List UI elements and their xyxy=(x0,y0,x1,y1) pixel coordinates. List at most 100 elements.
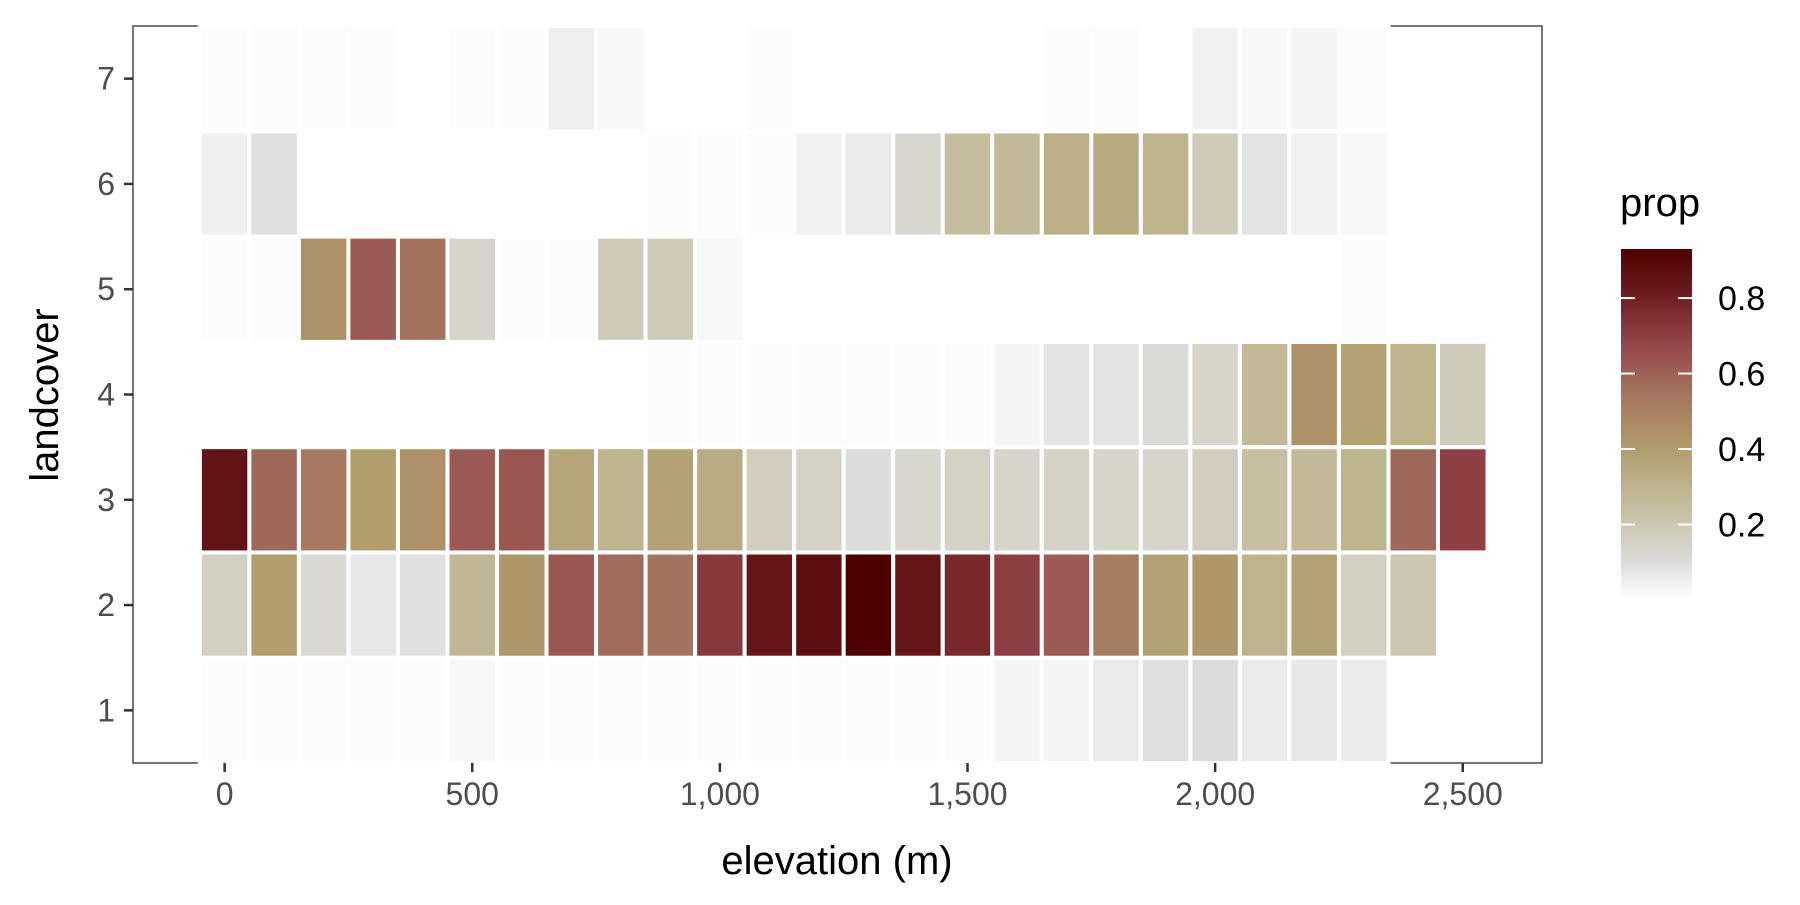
legend-colorbar xyxy=(1621,249,1692,600)
heatmap-cell xyxy=(1336,234,1391,344)
heatmap-cell xyxy=(495,24,549,134)
heatmap-cell xyxy=(395,655,450,766)
heatmap-cell xyxy=(346,550,400,660)
heatmap-cell xyxy=(891,339,945,450)
heatmap-cell xyxy=(495,550,549,660)
heatmap-cell xyxy=(693,339,747,450)
heatmap-cell xyxy=(1237,550,1292,660)
heatmap-cell xyxy=(594,234,648,344)
heatmap-cell xyxy=(495,655,549,766)
heatmap-cell xyxy=(1237,655,1292,766)
heatmap-cell xyxy=(841,550,896,660)
heatmap-cell xyxy=(891,445,945,555)
y-tick-label: 7 xyxy=(97,61,115,97)
heatmap-cell xyxy=(1336,655,1391,766)
heatmap-cell xyxy=(1336,129,1391,239)
heatmap-cell xyxy=(296,655,351,766)
heatmap-cell xyxy=(1386,550,1440,660)
heatmap-cell xyxy=(1237,24,1292,134)
heatmap-cell xyxy=(544,234,599,344)
heatmap-cell xyxy=(1089,655,1143,766)
heatmap-cell xyxy=(693,24,747,134)
heatmap-cell xyxy=(742,129,797,239)
heatmap-cell xyxy=(544,129,599,239)
x-axis-label: elevation (m) xyxy=(721,839,952,883)
heatmap-cell xyxy=(792,655,846,766)
heatmap-cell xyxy=(693,445,747,555)
heatmap-cell xyxy=(792,129,846,239)
heatmap-cell xyxy=(940,234,995,344)
heatmap-cell xyxy=(940,339,995,450)
heatmap-cell xyxy=(1287,339,1341,450)
heatmap-cell xyxy=(247,339,301,450)
heatmap-cell xyxy=(594,339,648,450)
heatmap-cell xyxy=(1188,234,1242,344)
x-tick-label: 2,000 xyxy=(1175,776,1255,812)
heatmap-cell xyxy=(643,234,698,344)
heatmap-cell xyxy=(1188,339,1242,450)
heatmap-cell xyxy=(197,24,252,134)
heatmap-cell xyxy=(1138,550,1193,660)
heatmap-cell xyxy=(841,24,896,134)
heatmap-cell xyxy=(940,655,995,766)
heatmap-cell xyxy=(742,234,797,344)
heatmap-cell xyxy=(792,445,846,555)
heatmap-cell xyxy=(1188,550,1242,660)
heatmap-cell xyxy=(1188,24,1242,134)
heatmap-cell xyxy=(395,24,450,134)
heatmap-cell xyxy=(445,339,500,450)
y-tick-label: 3 xyxy=(97,482,115,518)
heatmap-cell xyxy=(1287,655,1341,766)
heatmap-cell xyxy=(1188,655,1242,766)
heatmap-cell xyxy=(197,129,252,239)
heatmap-cell xyxy=(1435,339,1490,450)
heatmap-cell xyxy=(990,550,1044,660)
heatmap-cell xyxy=(495,445,549,555)
heatmap-cell xyxy=(693,234,747,344)
heatmap-cell xyxy=(940,24,995,134)
x-tick-label: 500 xyxy=(446,776,499,812)
heatmap-cell xyxy=(247,445,301,555)
heatmap-cell xyxy=(1386,445,1440,555)
heatmap-cell xyxy=(197,655,252,766)
heatmap-cell xyxy=(1138,129,1193,239)
x-tick-label: 2,500 xyxy=(1423,776,1503,812)
heatmap-cell xyxy=(990,655,1044,766)
heatmap-cell xyxy=(395,234,450,344)
heatmap-cell xyxy=(990,234,1044,344)
heatmap-cell xyxy=(1089,234,1143,344)
heatmap-cell xyxy=(395,550,450,660)
heatmap-cell xyxy=(742,550,797,660)
y-tick-label: 6 xyxy=(97,166,115,202)
heatmap-cell xyxy=(1089,24,1143,134)
heatmap-cell xyxy=(395,445,450,555)
heatmap-cell xyxy=(445,234,500,344)
heatmap-cell xyxy=(445,550,500,660)
heatmap-cell xyxy=(346,129,400,239)
heatmap-cell xyxy=(693,655,747,766)
heatmap-cell xyxy=(1237,339,1292,450)
y-tick-label: 5 xyxy=(97,271,115,307)
heatmap-cell xyxy=(742,24,797,134)
heatmap-cell xyxy=(495,339,549,450)
heatmap-cell xyxy=(1039,129,1094,239)
heatmap-cell xyxy=(792,339,846,450)
heatmap-cell xyxy=(296,445,351,555)
heatmap-cell xyxy=(1138,24,1193,134)
heatmap-cell xyxy=(247,234,301,344)
heatmap-cell xyxy=(643,550,698,660)
heatmap-cell xyxy=(1287,234,1341,344)
heatmap-cell xyxy=(792,24,846,134)
heatmap-cell xyxy=(841,655,896,766)
heatmap-cell xyxy=(296,24,351,134)
x-tick-label: 0 xyxy=(216,776,234,812)
heatmap-cell xyxy=(1089,339,1143,450)
legend-title: prop xyxy=(1620,181,1700,225)
heatmap-cell xyxy=(296,339,351,450)
heatmap-cell xyxy=(792,234,846,344)
heatmap-cell xyxy=(296,129,351,239)
heatmap-cell xyxy=(594,445,648,555)
y-axis: 1 2 3 4 5 6 7 xyxy=(97,61,133,728)
